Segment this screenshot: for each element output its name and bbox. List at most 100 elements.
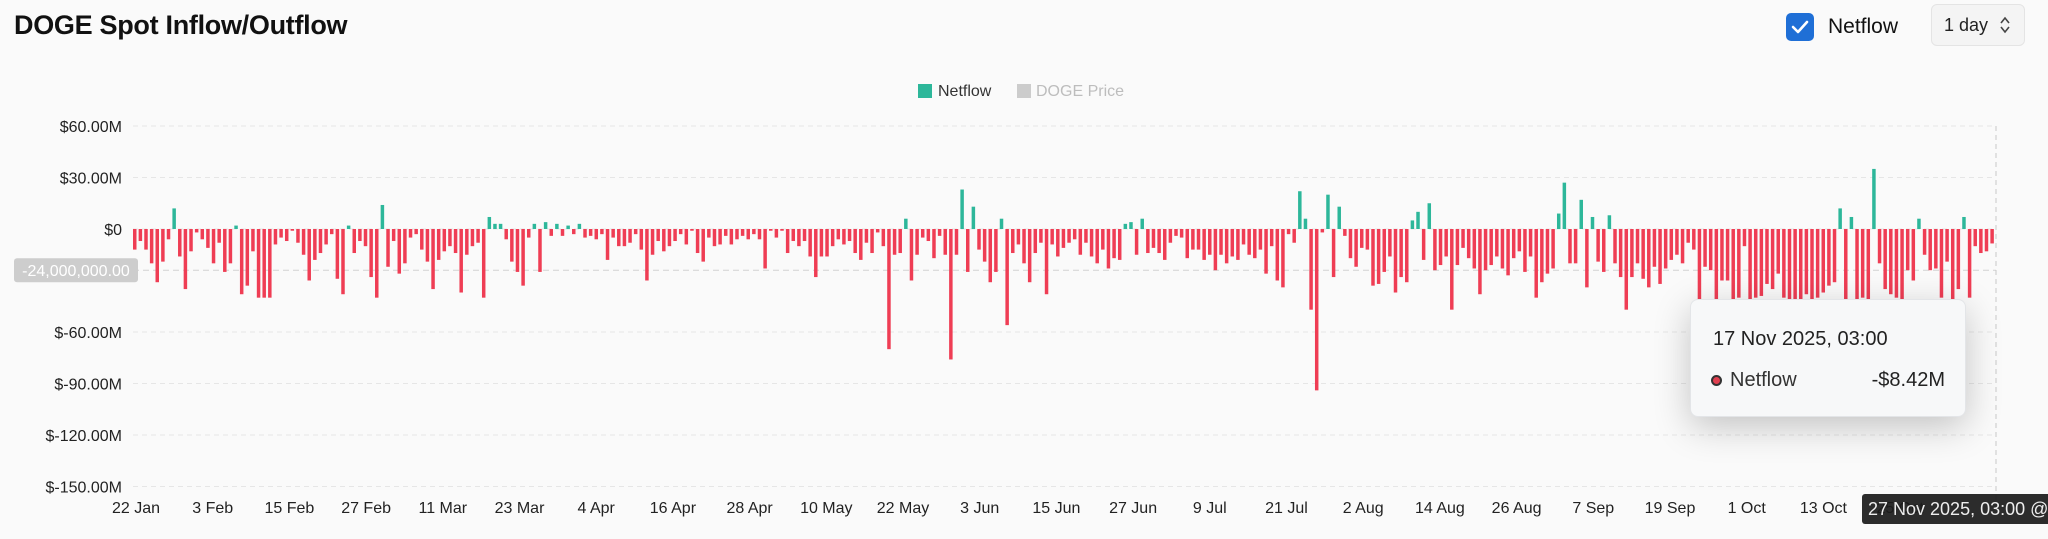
netflow-bar bbox=[1466, 229, 1471, 259]
netflow-bar bbox=[1140, 218, 1144, 229]
x-tick-label: 3 Feb bbox=[192, 500, 233, 517]
netflow-bar bbox=[1934, 229, 1938, 269]
netflow-bar bbox=[566, 225, 570, 229]
netflow-bar bbox=[1720, 229, 1724, 281]
netflow-bar bbox=[1979, 229, 1983, 254]
netflow-bar bbox=[239, 229, 244, 295]
y-tick-label: $-90.00M bbox=[54, 377, 122, 394]
netflow-bar bbox=[774, 229, 779, 238]
netflow-bar bbox=[662, 229, 666, 252]
netflow-bar bbox=[583, 229, 587, 238]
netflow-bar bbox=[149, 229, 154, 264]
netflow-bar bbox=[1506, 229, 1510, 276]
netflow-bar bbox=[994, 229, 998, 272]
netflow-bar bbox=[1112, 229, 1116, 259]
netflow-bar bbox=[1016, 229, 1021, 245]
netflow-bar bbox=[904, 218, 908, 229]
interval-select[interactable]: 1 day bbox=[1931, 4, 2025, 46]
x-tick-label: 13 Oct bbox=[1800, 500, 1848, 517]
netflow-bar bbox=[785, 229, 790, 254]
netflow-bar bbox=[1866, 229, 1871, 332]
netflow-bar bbox=[1421, 229, 1426, 260]
x-tick-label: 7 Sep bbox=[1572, 500, 1614, 517]
netflow-bar bbox=[1129, 222, 1133, 229]
netflow-bar bbox=[1900, 229, 1904, 303]
netflow-bar bbox=[1089, 229, 1094, 257]
netflow-bar bbox=[549, 229, 553, 236]
netflow-bar bbox=[1799, 229, 1803, 302]
netflow-bar bbox=[408, 229, 413, 238]
netflow-bar bbox=[228, 229, 233, 264]
x-tick-label: 22 May bbox=[877, 500, 929, 517]
interval-label: 1 day bbox=[1944, 14, 1989, 35]
netflow-bar bbox=[133, 229, 137, 250]
netflow-bar bbox=[1146, 229, 1150, 254]
netflow-bar bbox=[814, 229, 818, 278]
netflow-bar bbox=[1202, 229, 1206, 260]
netflow-bar bbox=[1973, 229, 1977, 247]
netflow-bar bbox=[1331, 229, 1336, 278]
watermark-date: 27 Nov 2025, 03:00 bbox=[1868, 499, 2026, 519]
y-tick-label: $-120.00M bbox=[46, 428, 123, 445]
netflow-bar bbox=[1269, 229, 1274, 247]
netflow-bar bbox=[453, 229, 458, 254]
netflow-bar bbox=[1444, 229, 1448, 257]
netflow-bar bbox=[1376, 229, 1381, 284]
netflow-bar bbox=[138, 229, 143, 242]
legend-label-price: DOGE Price bbox=[1036, 83, 1124, 100]
netflow-bar bbox=[1737, 229, 1741, 298]
netflow-bar bbox=[695, 229, 700, 254]
netflow-bar bbox=[617, 229, 621, 247]
netflow-bar bbox=[1922, 229, 1927, 255]
netflow-bar bbox=[1106, 229, 1111, 269]
netflow-bar bbox=[1939, 229, 1944, 298]
netflow-bar bbox=[611, 229, 615, 238]
netflow-bar bbox=[1213, 229, 1218, 271]
netflow-bar bbox=[538, 229, 542, 272]
netflow-bar bbox=[1309, 229, 1313, 310]
netflow-bar bbox=[223, 229, 227, 272]
x-tick-label: 14 Aug bbox=[1415, 500, 1465, 517]
page-title: DOGE Spot Inflow/Outflow bbox=[14, 10, 348, 40]
netflow-bar bbox=[1084, 229, 1088, 243]
netflow-bar bbox=[847, 229, 852, 242]
x-tick-label: 27 Jun bbox=[1109, 500, 1157, 517]
x-tick-label: 1 Oct bbox=[1728, 500, 1767, 517]
netflow-bar bbox=[346, 225, 351, 229]
netflow-bar bbox=[1224, 229, 1229, 264]
netflow-bar bbox=[183, 229, 188, 290]
netflow-bar bbox=[1326, 194, 1330, 229]
netflow-bar bbox=[915, 229, 919, 255]
netflow-bar bbox=[1196, 229, 1201, 250]
netflow-bar bbox=[403, 229, 407, 264]
netflow-bar bbox=[380, 204, 385, 229]
netflow-bar bbox=[1101, 229, 1105, 250]
tooltip-series-marker bbox=[1711, 375, 1722, 386]
netflow-bar bbox=[1241, 229, 1246, 245]
netflow-bar bbox=[1219, 229, 1223, 255]
netflow-bar bbox=[1382, 229, 1386, 272]
netflow-bar bbox=[1208, 229, 1212, 255]
netflow-bar bbox=[943, 229, 947, 255]
netflow-bar bbox=[1596, 229, 1600, 262]
netflow-bar bbox=[1495, 229, 1499, 257]
netflow-bar bbox=[476, 229, 480, 243]
netflow-bar bbox=[797, 229, 801, 247]
netflow-toggle[interactable]: Netflow bbox=[1786, 12, 1898, 42]
netflow-bar bbox=[1950, 229, 1955, 302]
netflow-bar bbox=[217, 229, 221, 243]
netflow-bar bbox=[1185, 229, 1189, 259]
y-tick-label: $-150.00M bbox=[46, 480, 123, 497]
netflow-bar bbox=[194, 229, 199, 233]
netflow-bar bbox=[1264, 229, 1268, 274]
netflow-bar bbox=[1354, 229, 1358, 267]
netflow-bar bbox=[555, 223, 559, 229]
netflow-bar bbox=[1365, 229, 1370, 250]
netflow-bar bbox=[1725, 229, 1730, 281]
tooltip-date: 17 Nov 2025, 03:00 bbox=[1713, 328, 1888, 350]
netflow-bar bbox=[1990, 229, 1994, 244]
netflow-checkbox[interactable] bbox=[1786, 13, 1814, 41]
netflow-bar bbox=[313, 229, 317, 260]
netflow-bar bbox=[887, 229, 891, 350]
netflow-bar bbox=[1573, 229, 1578, 264]
